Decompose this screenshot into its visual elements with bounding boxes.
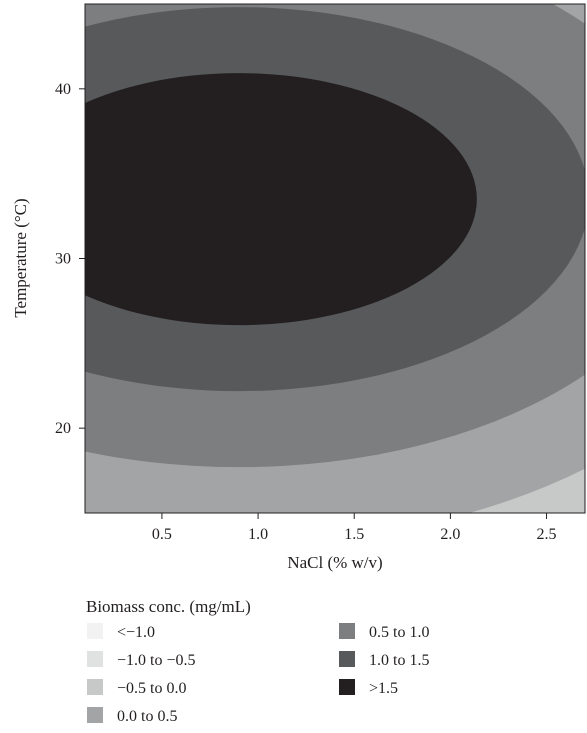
legend-item: <−1.0 [87, 623, 155, 641]
contour-bands [85, 4, 585, 513]
legend-label: <−1.0 [117, 624, 155, 641]
y-axis: 20 30 40 [55, 81, 85, 437]
x-tick-label: 1.0 [248, 526, 268, 543]
legend-swatch [87, 623, 103, 639]
legend-item: 0.5 to 1.0 [339, 623, 429, 641]
legend-item: −0.5 to 0.0 [87, 679, 186, 697]
legend-swatch [339, 651, 355, 667]
y-tick-label: 40 [55, 81, 71, 98]
legend-label: 0.0 to 0.5 [117, 708, 177, 725]
y-axis-title: Temperature (°C) [11, 198, 30, 317]
legend-label: 0.5 to 1.0 [369, 624, 429, 641]
legend-swatch [87, 651, 103, 667]
x-tick-label: 2.5 [537, 526, 557, 543]
legend-item: 1.0 to 1.5 [339, 651, 429, 669]
legend-swatch [339, 679, 355, 695]
legend-swatch [339, 623, 355, 639]
legend-item: >1.5 [339, 679, 398, 697]
x-axis: 0.5 1.0 1.5 2.0 2.5 [152, 513, 557, 543]
y-tick-label: 30 [55, 251, 71, 268]
x-tick-label: 2.0 [440, 526, 460, 543]
legend-label: −0.5 to 0.0 [117, 680, 186, 697]
legend-swatch [87, 707, 103, 723]
legend-label: 1.0 to 1.5 [369, 652, 429, 669]
legend-label: >1.5 [369, 680, 398, 697]
legend: Biomass conc. (mg/mL) <−1.0 −1.0 to −0.5 −… [86, 597, 429, 725]
plot-area [85, 4, 585, 513]
x-tick-label: 1.5 [344, 526, 364, 543]
legend-label: −1.0 to −0.5 [117, 652, 196, 669]
x-tick-label: 0.5 [152, 526, 172, 543]
x-axis-title: NaCl (% w/v) [287, 553, 382, 572]
y-tick-label: 20 [55, 420, 71, 437]
legend-item: 0.0 to 0.5 [87, 707, 177, 725]
legend-title: Biomass conc. (mg/mL) [86, 597, 251, 616]
legend-item: −1.0 to −0.5 [87, 651, 196, 669]
legend-swatch [87, 679, 103, 695]
contour-band-6 [85, 73, 477, 326]
